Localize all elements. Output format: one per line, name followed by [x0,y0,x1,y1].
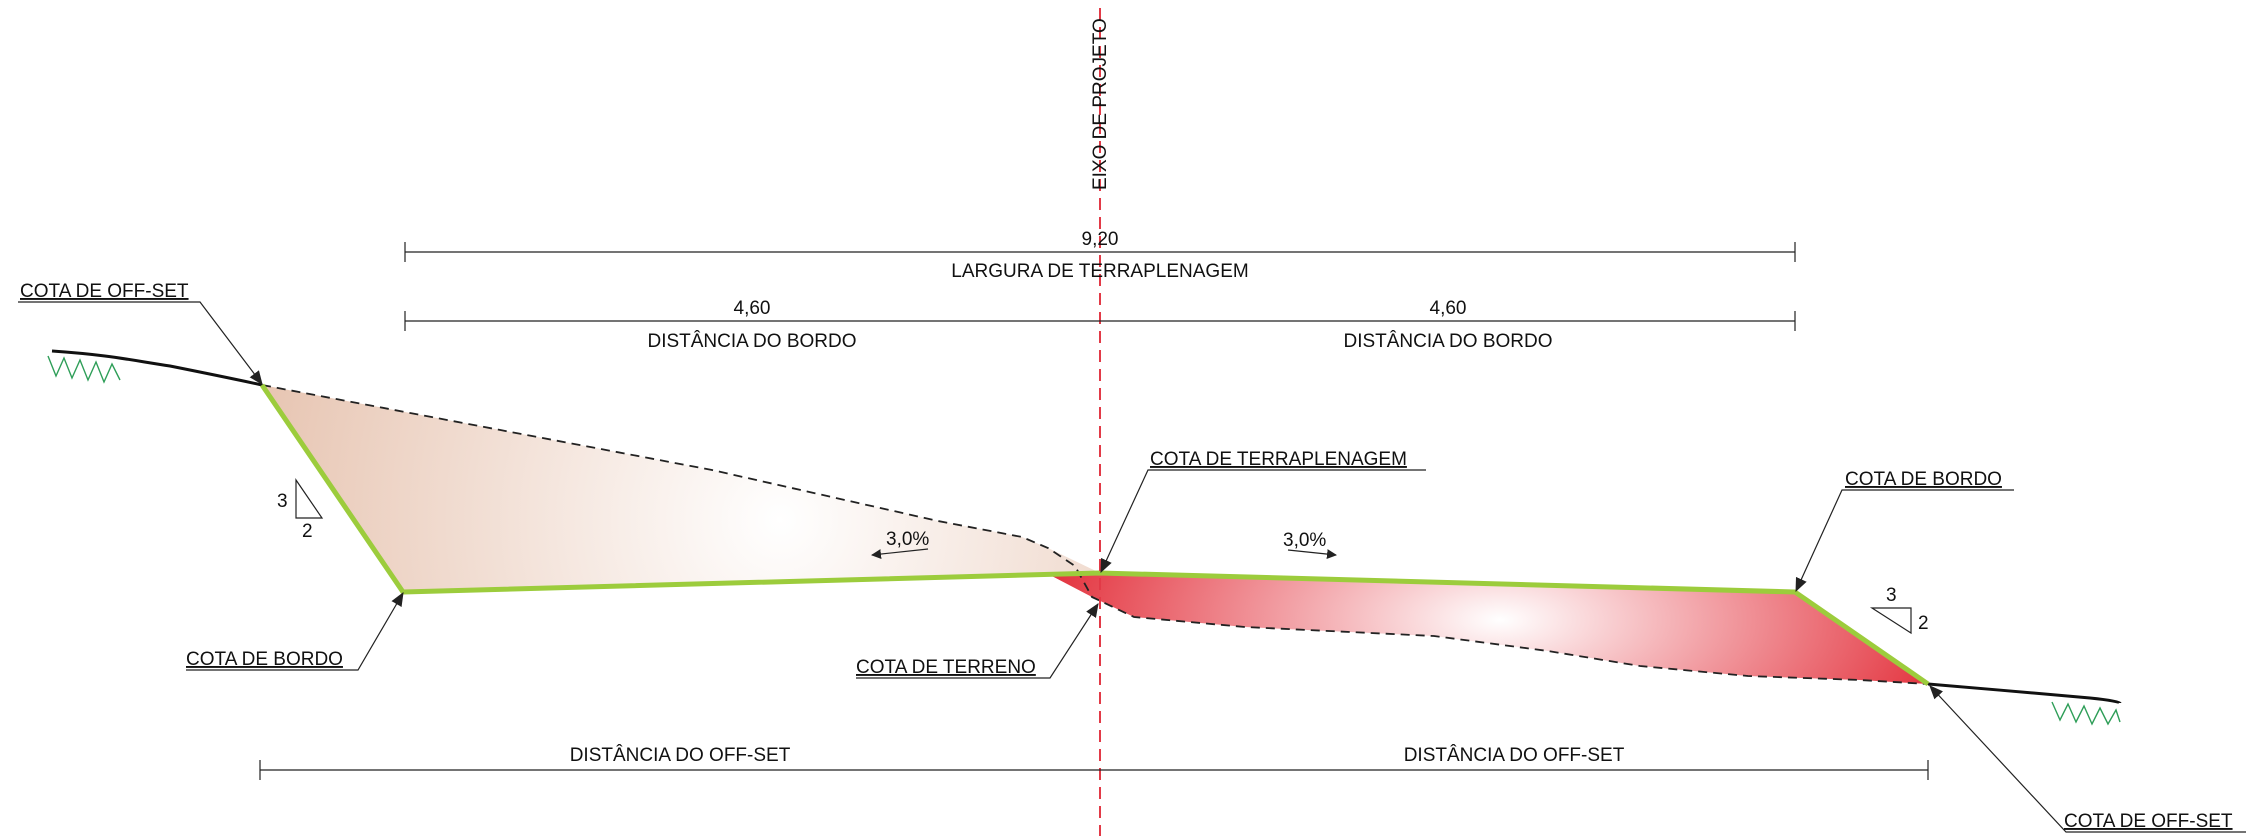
callout-terrain: COTA DE TERRENO [856,657,1036,678]
crossfall-arrow-right [1287,549,1337,560]
callout-left-offset: COTA DE OFF-SET [20,281,189,302]
dimension-total-width [404,242,1796,262]
leader-terrain [856,603,1099,679]
project-axis-label: EIXO DE PROJETO [1090,18,1111,190]
crossfall-left-value: 3,0% [886,529,929,550]
leader-left-edge [186,591,404,671]
platform-line [259,383,1930,687]
callout-left-edge: COTA DE BORDO [186,649,343,670]
left-edge-distance-label: DISTÂNCIA DO BORDO [647,330,856,352]
dimension-edge-distance [404,311,1796,331]
slope-ratio-left-horizontal: 2 [302,521,313,542]
crossfall-arrow-left [871,548,929,560]
total-width-value: 9,20 [1082,229,1119,250]
cut-area [262,385,1100,592]
right-edge-distance-value: 4,60 [1430,298,1467,319]
slope-ratio-triangle-left [295,478,324,519]
dimension-offset-distance [259,760,1929,780]
leader-right-offset [1929,685,2246,833]
total-width-label: LARGURA DE TERRAPLENAGEM [951,261,1248,282]
embankment-area [1048,573,1928,684]
leader-earthwork [1100,469,1426,574]
right-edge-distance-label: DISTÂNCIA DO BORDO [1343,330,1552,352]
terrain-hatch-right [2051,701,2121,726]
callout-right-edge: COTA DE BORDO [1845,469,2002,490]
callout-earthwork: COTA DE TERRAPLENAGEM [1150,449,1407,470]
leader-left-offset [18,301,263,385]
terrain-hatch-left [47,355,121,384]
slope-ratio-right-vertical: 3 [1886,585,1897,606]
right-offset-distance-label: DISTÂNCIA DO OFF-SET [1404,744,1625,766]
terrain-line-right [1927,682,2122,705]
leader-right-edge [1795,489,2014,593]
terrain-line-left [51,349,263,387]
callout-right-offset: COTA DE OFF-SET [2064,811,2233,832]
crossfall-right-value: 3,0% [1283,530,1326,551]
slope-ratio-right-horizontal: 2 [1918,613,1929,634]
slope-ratio-left-vertical: 3 [277,491,288,512]
left-offset-distance-label: DISTÂNCIA DO OFF-SET [570,744,791,766]
left-edge-distance-value: 4,60 [734,298,771,319]
slope-ratio-triangle-right [1869,607,1912,635]
